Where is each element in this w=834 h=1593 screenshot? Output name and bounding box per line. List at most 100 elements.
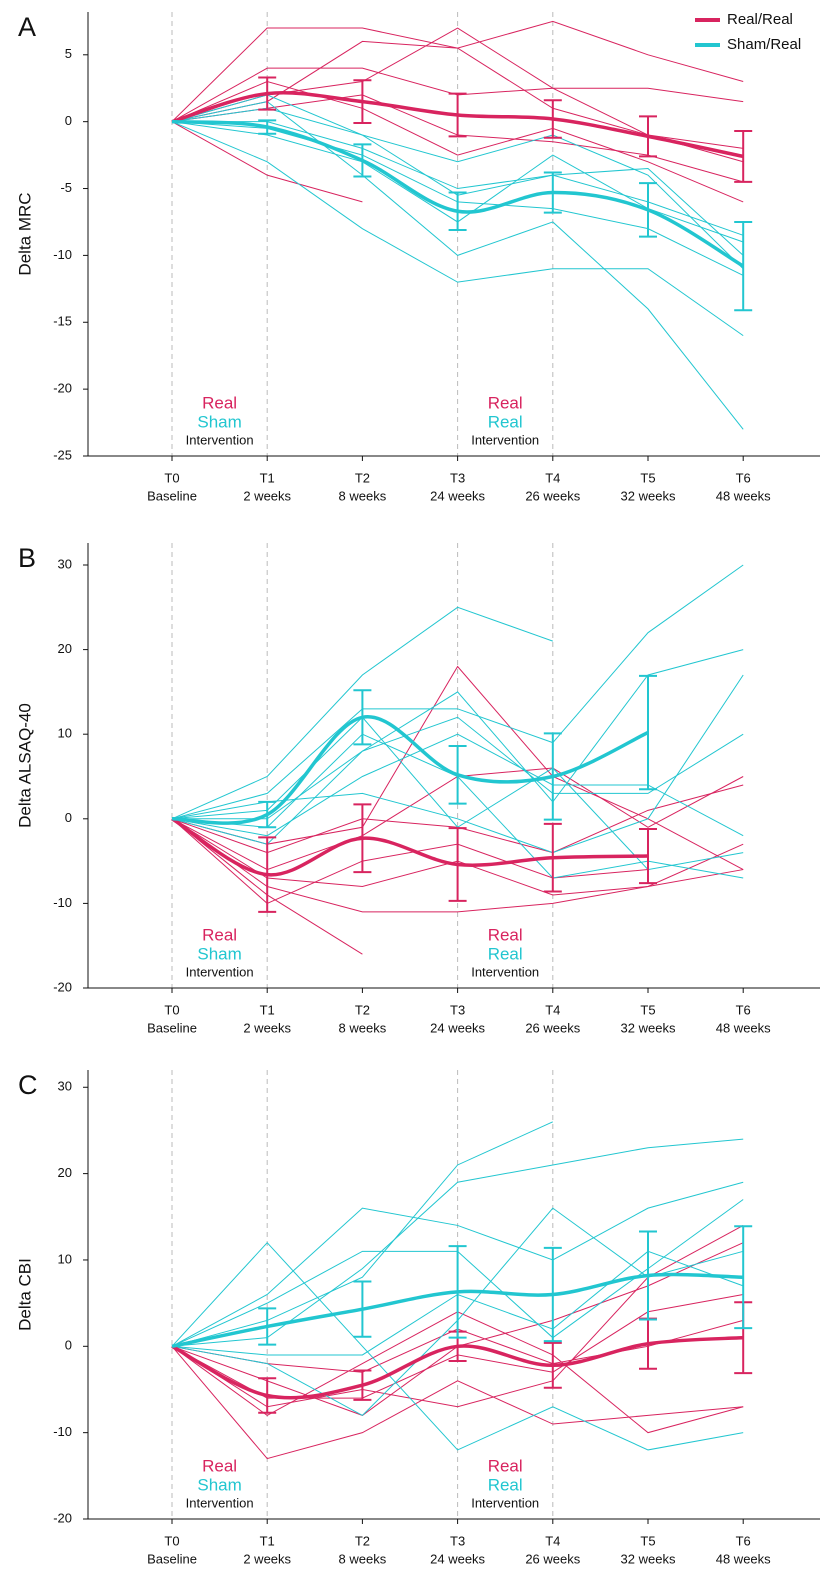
annotation: Intervention — [186, 964, 254, 979]
x-tick-sublabel: 48 weeks — [716, 1551, 771, 1566]
error-bar — [258, 1307, 277, 1346]
error-bar — [353, 689, 372, 746]
error-bar — [543, 732, 562, 821]
x-tick-label: T1 — [260, 470, 275, 485]
y-tick-label: 30 — [58, 556, 72, 571]
x-tick-sublabel: 32 weeks — [621, 1551, 676, 1566]
x-tick-label: T4 — [545, 470, 560, 485]
annotation: Real — [202, 1456, 237, 1475]
error-bar — [543, 1341, 562, 1389]
x-tick-sublabel: 8 weeks — [339, 488, 387, 503]
error-bar — [639, 115, 657, 158]
y-tick-label: 10 — [58, 1251, 72, 1266]
x-tick-sublabel: 8 weeks — [339, 1551, 387, 1566]
error-bar — [639, 182, 657, 238]
annotation: Real — [488, 412, 523, 431]
annotation: Real — [488, 1475, 523, 1494]
y-tick-label: 0 — [65, 113, 72, 128]
y-tick-label: 10 — [58, 726, 72, 741]
x-tick-label: T2 — [355, 1533, 370, 1548]
x-tick-label: T1 — [260, 1533, 275, 1548]
legend-label: Sham/Real — [727, 36, 801, 53]
annotation: Real — [488, 944, 523, 963]
y-tick-label: -10 — [53, 1424, 72, 1439]
x-tick-sublabel: 8 weeks — [339, 1020, 387, 1035]
error-bar — [258, 836, 277, 913]
x-tick-sublabel: 48 weeks — [716, 488, 771, 503]
error-bar — [543, 171, 562, 214]
legend-label: Real/Real — [727, 11, 793, 28]
subject-line — [171, 121, 363, 203]
x-tick-label: T2 — [355, 470, 370, 485]
error-bar — [258, 76, 277, 111]
x-tick-sublabel: 24 weeks — [430, 1551, 485, 1566]
x-tick-sublabel: 26 weeks — [525, 1020, 580, 1035]
annotation: Real — [488, 925, 523, 944]
y-tick-label: 0 — [65, 1338, 72, 1353]
x-tick-label: T4 — [545, 1002, 560, 1017]
error-bar — [639, 674, 657, 791]
subject-line — [171, 1345, 744, 1460]
x-tick-label: T0 — [164, 1533, 179, 1548]
y-axis-label: Delta MRC — [15, 192, 34, 275]
x-tick-sublabel: 24 weeks — [430, 1020, 485, 1035]
subject-line — [171, 1121, 554, 1347]
y-tick-label: -20 — [53, 1510, 72, 1525]
error-bar — [543, 1246, 562, 1343]
panel-label: A — [18, 12, 36, 42]
x-tick-label: T0 — [164, 1002, 179, 1017]
error-bar — [258, 119, 277, 135]
x-tick-sublabel: 26 weeks — [525, 488, 580, 503]
y-tick-label: 20 — [58, 641, 72, 656]
annotation: Sham — [197, 412, 241, 431]
y-tick-label: -10 — [53, 895, 72, 910]
error-bar — [448, 1245, 467, 1339]
y-tick-label: 20 — [58, 1165, 72, 1180]
x-tick-label: T4 — [545, 1533, 560, 1548]
annotation: Intervention — [186, 432, 254, 447]
x-tick-label: T5 — [640, 1533, 655, 1548]
subject-line — [171, 606, 553, 820]
error-bar — [353, 1280, 372, 1338]
annotation: Intervention — [471, 432, 539, 447]
x-tick-sublabel: 32 weeks — [621, 1020, 676, 1035]
x-tick-sublabel: 48 weeks — [716, 1020, 771, 1035]
y-axis-label: Delta CBI — [15, 1258, 34, 1331]
y-tick-label: -25 — [53, 447, 72, 462]
error-bar — [734, 1225, 753, 1330]
x-tick-label: T6 — [736, 470, 751, 485]
x-tick-sublabel: 32 weeks — [621, 488, 676, 503]
y-axis-label: Delta ALSAQ-40 — [15, 703, 34, 828]
error-bar — [734, 130, 753, 183]
y-tick-label: 5 — [65, 46, 72, 61]
mean-line — [171, 817, 649, 877]
y-tick-label: 30 — [58, 1079, 72, 1094]
annotation: Intervention — [186, 1495, 254, 1510]
x-tick-label: T1 — [260, 1002, 275, 1017]
error-bar — [639, 827, 657, 885]
x-tick-label: T5 — [640, 1002, 655, 1017]
x-tick-label: T0 — [164, 470, 179, 485]
x-tick-label: T6 — [736, 1533, 751, 1548]
error-bar — [353, 1369, 372, 1401]
subject-line — [171, 818, 649, 904]
annotation: Sham — [197, 1475, 241, 1494]
x-tick-label: T3 — [450, 470, 465, 485]
y-tick-label: -15 — [53, 314, 72, 329]
y-tick-label: -20 — [53, 979, 72, 994]
x-tick-sublabel: 2 weeks — [243, 1551, 291, 1566]
error-bar — [258, 1377, 277, 1414]
subject-line — [171, 1181, 744, 1347]
error-bar — [448, 745, 467, 805]
error-bar — [353, 143, 372, 178]
error-bar — [353, 803, 372, 874]
subject-line — [171, 121, 744, 337]
error-bar — [543, 99, 562, 139]
x-tick-sublabel: 24 weeks — [430, 488, 485, 503]
x-tick-sublabel: Baseline — [147, 1020, 197, 1035]
x-tick-sublabel: 2 weeks — [243, 488, 291, 503]
error-bar — [448, 827, 467, 902]
annotation: Real — [488, 393, 523, 412]
error-bar — [353, 79, 372, 124]
